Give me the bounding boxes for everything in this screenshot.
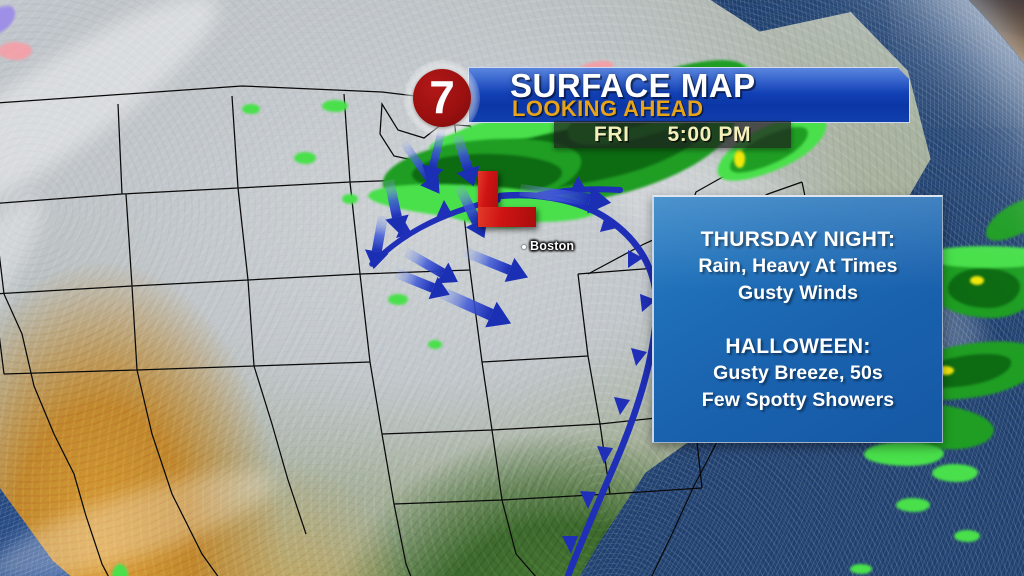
timestamp-day: FRI xyxy=(593,122,630,146)
city-dot-icon xyxy=(522,244,526,249)
forecast-block2-line2: Few Spotty Showers xyxy=(701,388,895,411)
title-bar xyxy=(468,67,910,123)
forecast-block1-title: THURSDAY NIGHT: xyxy=(700,227,896,251)
city-name: Boston xyxy=(530,239,575,253)
low-pressure-symbol xyxy=(478,171,536,227)
forecast-block1-line1: Rain, Heavy At Times xyxy=(698,254,898,277)
city-label-boston: Boston xyxy=(522,239,574,253)
station-logo: 7 xyxy=(404,60,480,136)
logo-number: 7 xyxy=(429,71,455,123)
forecast-block2-title: HALLOWEEN: xyxy=(725,334,871,358)
timestamp-time: 5:00 PM xyxy=(667,122,752,146)
forecast-timestamp-bar: FRI 5:00 PM xyxy=(554,121,791,148)
forecast-block2-line1: Gusty Breeze, 50s xyxy=(713,361,883,384)
page-subtitle: LOOKING AHEAD xyxy=(512,96,704,121)
logo-disc: 7 xyxy=(413,69,471,127)
forecast-block1-line2: Gusty Winds xyxy=(737,281,859,304)
page-title: SURFACE MAP xyxy=(510,67,756,104)
forecast-text-panel: THURSDAY NIGHT: Rain, Heavy At Times Gus… xyxy=(652,195,943,443)
